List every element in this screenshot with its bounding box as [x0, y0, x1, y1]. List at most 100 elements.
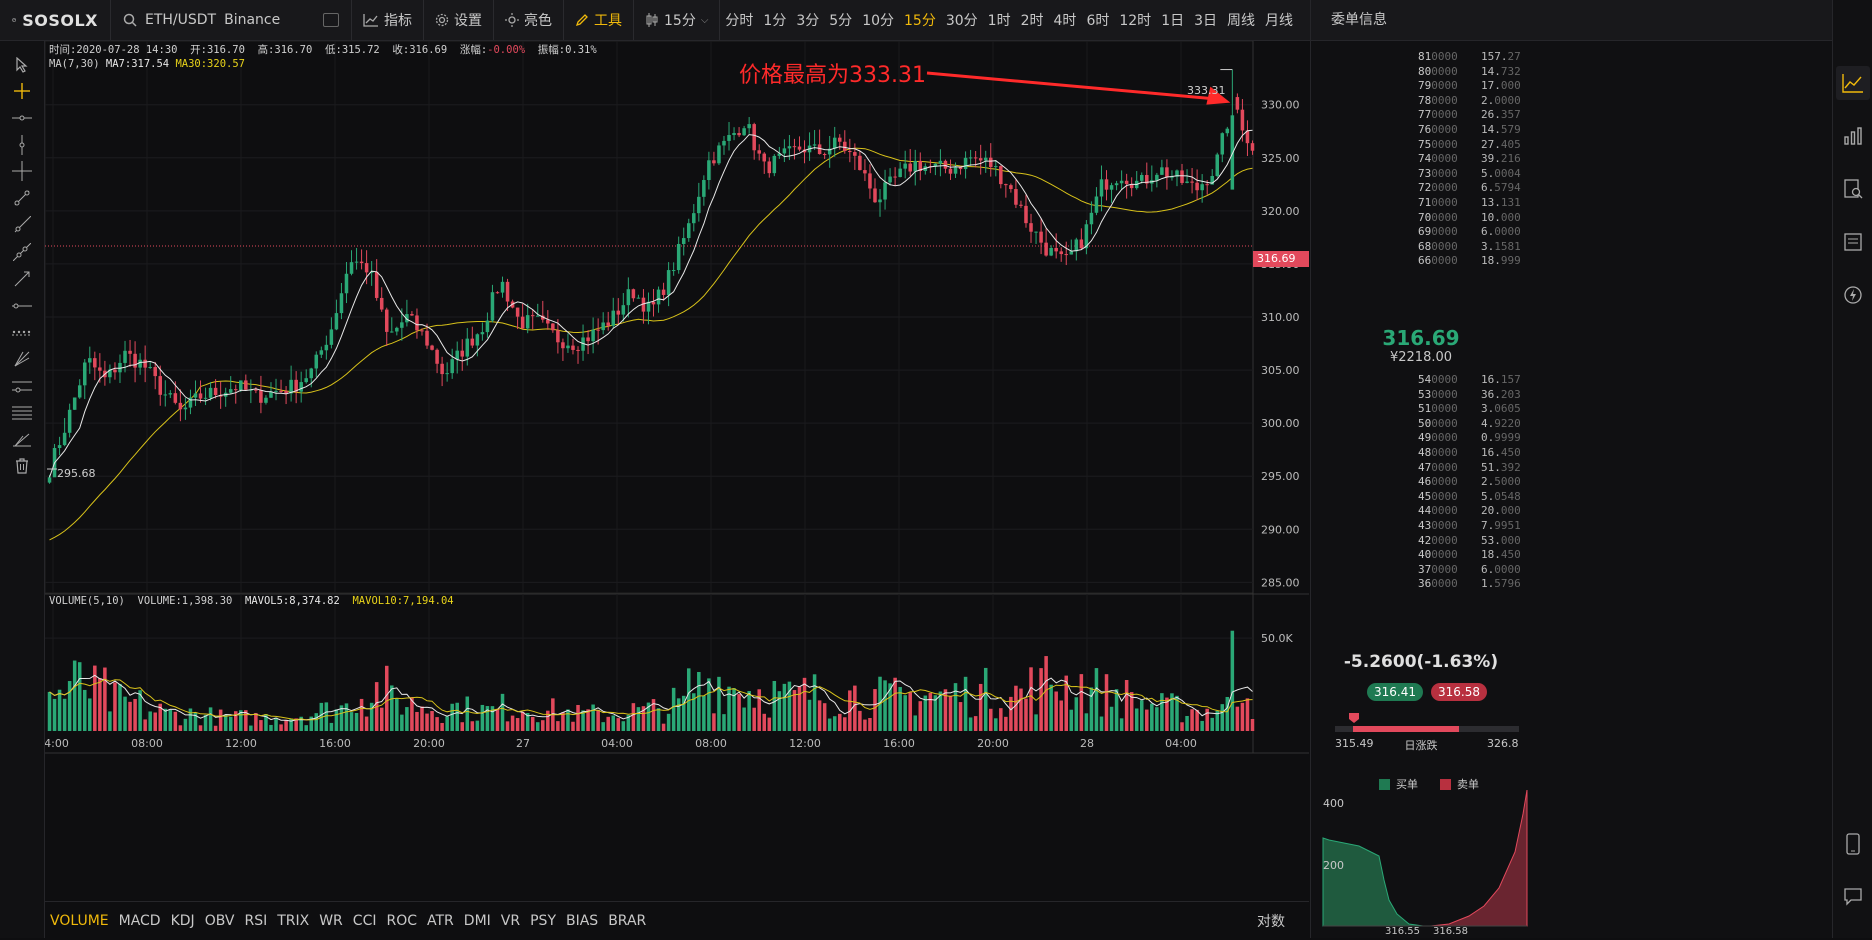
info-view-button[interactable] — [1841, 230, 1865, 254]
theme-button[interactable]: 亮色 — [494, 0, 563, 40]
indicator-tab-dmi[interactable]: DMI — [463, 912, 491, 929]
interval-dropdown[interactable]: 15分 ⌵ — [634, 0, 719, 40]
interval-5[interactable]: 15分 — [904, 13, 936, 29]
interval-15[interactable]: 月线 — [1265, 13, 1294, 29]
bids-row[interactable]: 530000 36.203 — [1418, 387, 1521, 401]
bids-row[interactable]: 440000 20.000 — [1418, 504, 1521, 518]
interval-12[interactable]: 1日 — [1161, 13, 1185, 29]
interval-10[interactable]: 6时 — [1086, 13, 1110, 29]
ask-price-badge[interactable]: 316.58 — [1431, 683, 1487, 701]
indicator-tab-rsi[interactable]: RSI — [244, 912, 268, 929]
asks-row[interactable]: 680000 3.1581 — [1418, 239, 1521, 253]
crosshair-tool[interactable] — [10, 79, 34, 103]
asks-row[interactable]: 790000 17.000 — [1418, 79, 1521, 93]
interval-14[interactable]: 周线 — [1227, 13, 1256, 29]
asks-row[interactable]: 720000 6.5794 — [1418, 181, 1521, 195]
asks-row[interactable]: 810000 157.27 — [1418, 50, 1521, 63]
horizontal-line-tool[interactable] — [10, 106, 34, 130]
symbol-search[interactable]: ETH/USDT Binance — [111, 12, 351, 28]
indicator-tab-bias[interactable]: BIAS — [566, 912, 599, 929]
indicator-tab-psy[interactable]: PSY — [530, 912, 556, 929]
asks-row[interactable]: 780000 2.0000 — [1418, 93, 1521, 107]
interval-6[interactable]: 30分 — [945, 13, 978, 29]
indicator-tab-brar[interactable]: BRAR — [608, 912, 647, 929]
bids-row[interactable]: 450000 5.0548 — [1418, 489, 1521, 503]
bids-row[interactable]: 370000 6.0000 — [1418, 562, 1521, 576]
bid-price-badge[interactable]: 316.41 — [1367, 683, 1423, 701]
asks-row[interactable]: 690000 6.0000 — [1418, 225, 1521, 239]
candle — [581, 324, 585, 361]
interval-11[interactable]: 12时 — [1119, 13, 1152, 29]
bids-row[interactable]: 430000 7.9951 — [1418, 519, 1521, 532]
drawing-tools-button[interactable]: 工具 — [564, 0, 633, 40]
log-scale-toggle[interactable]: 对数 — [1257, 913, 1285, 930]
indicator-tab-wr[interactable]: WR — [319, 912, 343, 929]
asks-row[interactable]: 730000 5.0004 — [1418, 166, 1521, 180]
chart-area[interactable]: 330.00325.00320.00315.00310.00305.00300.… — [45, 41, 1309, 901]
indicator-tab-cci[interactable]: CCI — [352, 912, 377, 929]
asks-row[interactable]: 800000 14.732 — [1418, 64, 1521, 78]
trades-view-button[interactable] — [1841, 177, 1865, 201]
compare-icon[interactable] — [323, 13, 339, 27]
indicator-tab-vr[interactable]: VR — [500, 912, 521, 929]
vertical-line-tool[interactable] — [10, 133, 34, 157]
asks-row[interactable]: 700000 10.000 — [1418, 210, 1521, 224]
asks-row[interactable]: 740000 39.216 — [1418, 152, 1521, 166]
bids-row[interactable]: 400000 18.450 — [1418, 548, 1521, 562]
asks-row[interactable]: 760000 14.579 — [1418, 123, 1521, 136]
indicator-tab-volume[interactable]: VOLUME — [50, 912, 109, 929]
indicator-tab-obv[interactable]: OBV — [204, 912, 235, 929]
ray-line-tool[interactable] — [10, 213, 34, 237]
fib-levels-tool[interactable] — [10, 401, 34, 425]
bids-row[interactable]: 540000 16.157 — [1418, 373, 1521, 386]
parallel-channel-tool[interactable] — [10, 321, 34, 345]
indicator-tab-macd[interactable]: MACD — [118, 912, 161, 929]
interval-0[interactable]: 分时 — [725, 13, 754, 29]
fib-retracement-tool[interactable] — [10, 374, 34, 398]
bids-row[interactable]: 490000 0.9999 — [1418, 431, 1521, 445]
annotation-text[interactable]: 价格最高为333.31 — [739, 63, 926, 88]
indicator-tab-roc[interactable]: ROC — [386, 912, 418, 929]
asks-row[interactable]: 710000 13.131 — [1418, 196, 1521, 209]
bids-row[interactable]: 500000 4.9220 — [1418, 416, 1521, 430]
arrow-line-tool[interactable] — [10, 267, 34, 291]
indicator-tab-trix[interactable]: TRIX — [277, 912, 310, 929]
depth-chart[interactable] — [1319, 790, 1531, 940]
bids-row[interactable]: 460000 2.5000 — [1418, 475, 1521, 489]
depth-view-button[interactable] — [1841, 124, 1865, 148]
gann-tool[interactable] — [10, 427, 34, 451]
fib-fan-tool[interactable] — [10, 347, 34, 371]
bids-row[interactable]: 480000 16.450 — [1418, 446, 1521, 459]
price-line-tool[interactable] — [10, 294, 34, 318]
interval-9[interactable]: 4时 — [1053, 13, 1077, 29]
settings-button[interactable]: 设置 — [424, 0, 493, 40]
alerts-view-button[interactable] — [1841, 283, 1865, 307]
interval-7[interactable]: 1时 — [987, 13, 1011, 29]
logo[interactable]: SOSOLX — [0, 10, 110, 30]
cross-line-tool[interactable] — [10, 159, 34, 183]
cursor-tool[interactable] — [10, 53, 34, 77]
interval-2[interactable]: 3分 — [796, 13, 820, 29]
asks-row[interactable]: 770000 26.357 — [1418, 108, 1521, 122]
asks-row[interactable]: 660000 18.999 — [1418, 254, 1521, 268]
candlestick-chart[interactable]: 330.00325.00320.00315.00310.00305.00300.… — [45, 41, 1309, 901]
kline-view-button[interactable] — [1836, 66, 1870, 100]
interval-13[interactable]: 3日 — [1194, 13, 1218, 29]
bids-row[interactable]: 470000 51.392 — [1418, 460, 1521, 474]
delete-drawings-tool[interactable] — [10, 454, 34, 478]
asks-row[interactable]: 750000 27.405 — [1418, 137, 1521, 151]
indicators-button[interactable]: 指标 — [352, 0, 423, 40]
mobile-button[interactable] — [1841, 832, 1865, 856]
bids-row[interactable]: 360000 1.5796 — [1418, 577, 1521, 591]
bids-row[interactable]: 510000 3.0605 — [1418, 402, 1521, 416]
trend-line-tool[interactable] — [10, 186, 34, 210]
interval-8[interactable]: 2时 — [1020, 13, 1044, 29]
interval-3[interactable]: 5分 — [829, 13, 853, 29]
chat-button[interactable] — [1841, 884, 1865, 908]
interval-1[interactable]: 1分 — [763, 13, 787, 29]
indicator-tab-kdj[interactable]: KDJ — [170, 912, 195, 929]
bids-row[interactable]: 420000 53.000 — [1418, 533, 1521, 547]
interval-4[interactable]: 10分 — [862, 13, 895, 29]
indicator-tab-atr[interactable]: ATR — [427, 912, 454, 929]
extended-line-tool[interactable] — [10, 240, 34, 264]
